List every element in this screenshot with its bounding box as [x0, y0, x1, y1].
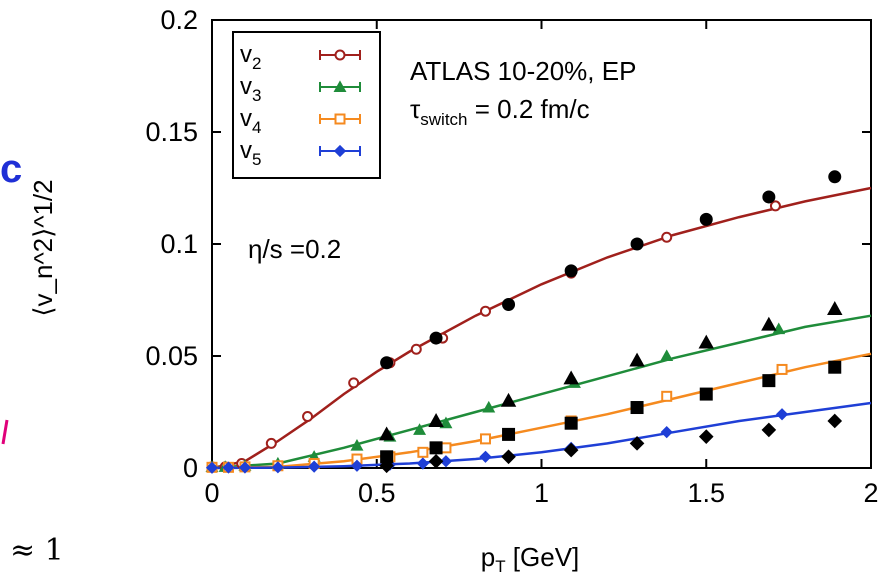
edge-text-bottom: ≈ 1 [10, 533, 64, 568]
point-v3 [660, 349, 674, 361]
point-v5 [271, 461, 285, 474]
atlas-point-v3 [629, 352, 645, 367]
point-v5 [775, 408, 789, 421]
point-v4 [479, 433, 491, 445]
legend-label-v4: v4 [240, 105, 261, 137]
y-tick-label: 0.1 [160, 229, 198, 259]
atlas-point-v5 [629, 436, 645, 451]
x-tick-label: 0.5 [358, 478, 396, 508]
atlas-point-v3 [761, 316, 777, 331]
legend-marker-v2 [334, 49, 346, 61]
atlas-point-v3 [500, 392, 517, 407]
model-curves [211, 186, 872, 470]
point-v3 [413, 423, 427, 435]
atlas-point-v4 [502, 427, 516, 441]
atlas-point-v3 [698, 334, 714, 349]
point-v4 [417, 446, 429, 458]
atlas-point-v2 [762, 190, 776, 204]
point-v2 [661, 231, 673, 243]
series-line-v3 [211, 314, 872, 470]
point-v5 [238, 461, 252, 474]
annotation-viscosity: η/s =0.2 [248, 234, 341, 264]
point-v5 [660, 426, 673, 439]
annotation-experiment: ATLAS 10-20%, EP [410, 56, 636, 86]
legend-marker-v5 [333, 144, 347, 158]
atlas-point-v5 [379, 458, 394, 474]
y-tick-label: 0 [183, 453, 198, 483]
point-v4 [440, 442, 452, 454]
point-v2 [479, 305, 491, 317]
annotation-tau-switch: τswitch = 0.2 fm/c [410, 94, 590, 129]
atlas-point-v2 [564, 264, 578, 278]
atlas-point-v4 [630, 401, 644, 415]
atlas-point-v4 [762, 374, 776, 388]
point-v3 [482, 400, 496, 413]
atlas-data-points [378, 170, 843, 474]
point-v5 [350, 459, 364, 472]
point-v5 [222, 461, 235, 474]
x-tick-label: 0 [204, 478, 219, 508]
legend-marker-v4 [334, 113, 346, 125]
point-v3 [439, 416, 453, 429]
y-tick-label: 0.15 [145, 117, 198, 147]
atlas-point-v5 [698, 429, 714, 444]
legend-samples [319, 49, 361, 158]
point-v5 [308, 460, 321, 473]
legend: v2 v3 v4 v5 [232, 31, 381, 179]
atlas-point-v5 [827, 413, 843, 429]
point-v2 [265, 437, 277, 449]
y-axis-label: ⟨v_n^2⟩^1/2 [28, 179, 58, 316]
point-v2 [302, 410, 314, 422]
atlas-point-v3 [428, 413, 444, 427]
x-tick-label: 1.5 [687, 478, 725, 508]
point-v5 [205, 461, 219, 474]
x-axis-label: pT [GeV] [481, 542, 580, 576]
atlas-point-v2 [699, 212, 713, 226]
atlas-point-v2 [429, 331, 443, 345]
atlas-point-v2 [828, 170, 842, 184]
atlas-point-v5 [761, 422, 777, 438]
atlas-point-v5 [428, 453, 444, 469]
atlas-point-v2 [502, 297, 516, 311]
atlas-point-v3 [563, 370, 579, 385]
atlas-point-v4 [699, 387, 713, 401]
atlas-point-v4 [828, 360, 842, 374]
series-line-v4 [211, 352, 872, 470]
point-v4 [661, 390, 673, 402]
atlas-point-v2 [630, 237, 644, 251]
y-tick-label: 0.2 [160, 5, 198, 35]
point-v3 [772, 322, 786, 335]
point-v3 [350, 438, 364, 451]
atlas-point-v5 [501, 449, 516, 465]
series-line-v2 [211, 186, 872, 470]
x-tick-label: 1 [534, 478, 549, 508]
atlas-point-v5 [563, 442, 579, 458]
legend-label-v3: v3 [240, 73, 261, 105]
atlas-point-v3 [378, 426, 395, 441]
point-v2 [769, 200, 781, 212]
edge-mark [1, 419, 9, 445]
point-v2 [410, 343, 422, 355]
point-v4 [776, 363, 788, 375]
atlas-point-v4 [564, 416, 578, 430]
edge-text-left: c [0, 147, 22, 191]
legend-marker-v3 [333, 80, 347, 92]
atlas-point-v4 [429, 441, 443, 455]
legend-label-v5: v5 [240, 137, 261, 169]
point-v5 [479, 450, 492, 463]
legend-box [232, 31, 381, 179]
point-v2 [348, 377, 360, 389]
point-v5 [416, 457, 429, 470]
y-tick-label: 0.05 [145, 341, 198, 371]
legend-label-v2: v2 [240, 41, 261, 73]
point-v5 [439, 455, 453, 468]
x-tick-label: 2 [863, 478, 878, 508]
atlas-point-v2 [380, 356, 394, 370]
atlas-point-v3 [827, 301, 843, 315]
series-line-v5 [211, 401, 872, 470]
